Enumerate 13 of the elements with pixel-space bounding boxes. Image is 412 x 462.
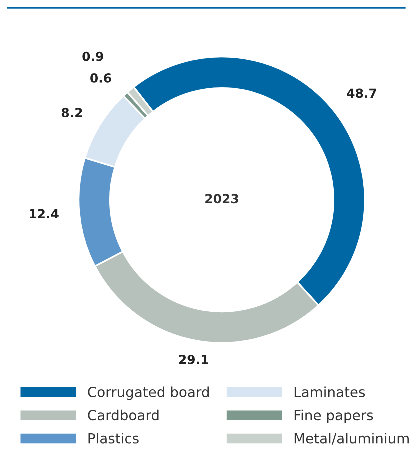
data-label: 29.1 — [179, 354, 208, 364]
legend-label: Metal/aluminium — [294, 433, 409, 445]
legend-label: Cardboard — [88, 410, 159, 421]
legend-label: Fine papers — [294, 410, 374, 424]
legend-label: Plastics — [88, 433, 139, 444]
legend-label: Laminates — [294, 386, 366, 398]
legend-label: Corrugated board — [88, 386, 209, 400]
data-label: 48.7 — [347, 88, 376, 98]
text: 2023 — [206, 194, 238, 204]
data-label: 12.4 — [30, 209, 59, 219]
data-label: 0.9 — [82, 52, 104, 62]
data-label: 8.2 — [62, 108, 82, 118]
data-label: 0.6 — [90, 73, 112, 83]
